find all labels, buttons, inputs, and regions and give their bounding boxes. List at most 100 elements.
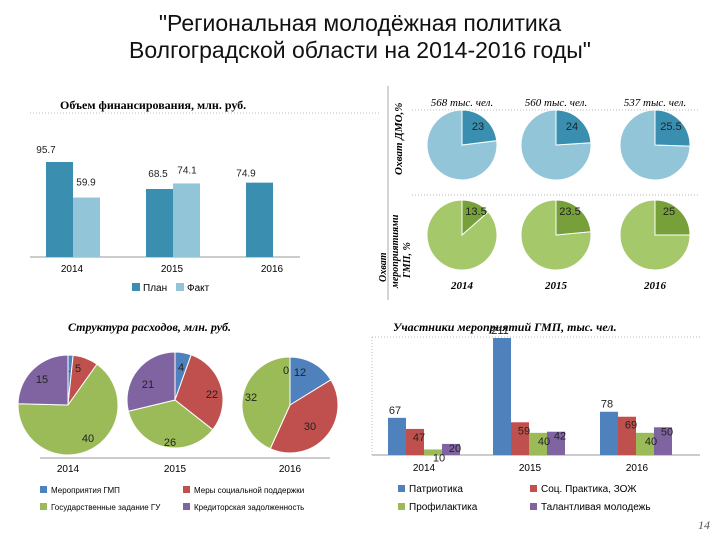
coverage-section: Охват ДМО,% Охват мероприятиями ГМП, % 5… [378, 97, 700, 292]
legend-label-talent: Талантливая молодежь [541, 502, 651, 513]
gmp-pies: 13.5 23.5 25 [426, 199, 691, 271]
gmp-pie-2015-label: 23.5 [559, 206, 580, 218]
participants-legend: Патриотика Соц. Практика, ЗОЖ Профилакти… [398, 484, 651, 513]
participant-value-1-2016: 69 [625, 420, 637, 432]
participant-value-1-2015: 59 [518, 425, 530, 437]
funding-value-План-2014: 95.7 [36, 145, 56, 156]
gmp-pie-2014-slice [461, 199, 489, 237]
funding-xtick-2014: 2014 [61, 264, 84, 275]
dmo-pie-2016-rest [619, 109, 691, 181]
participant-bar-2-2016 [636, 432, 654, 455]
expense-pie-2015-label-2: 26 [164, 437, 176, 449]
participant-bar-3-2014 [442, 443, 460, 455]
title-line-2: Волгоградской области на 2014-2016 годы" [129, 37, 591, 63]
expense-pie-2016-slice-2 [241, 356, 291, 450]
participants-xtick-2014: 2014 [413, 463, 436, 474]
title-line-1: "Региональная молодёжная политика [158, 10, 562, 36]
expenses-year-2015: 2015 [164, 464, 187, 475]
gmp-pie-2016-rest [619, 199, 691, 271]
gmp-pie-2014-rest [426, 199, 498, 271]
participant-value-1-2014: 47 [413, 432, 425, 444]
funding-xaxis: 2014 2015 2016 [61, 264, 284, 275]
expense-pies: 15401542226211230320 [17, 351, 339, 456]
funding-chart: Объем финансирования, млн. руб. 95.7 68.5… [30, 98, 380, 294]
dmo-pie-2016-label: 25.5 [660, 121, 681, 133]
legend-swatch-soc [530, 485, 537, 492]
funding-bars [46, 162, 273, 257]
legend-swatch-plan [132, 283, 140, 291]
gmp-axis-label-line2: мероприятиями [390, 214, 401, 289]
legend-swatch-patriot [398, 485, 405, 492]
participant-value-2-2014: 10 [433, 452, 445, 464]
funding-xtick-2015: 2015 [161, 264, 184, 275]
participant-bar-0-2016 [600, 411, 618, 455]
participants-xtick-2015: 2015 [519, 463, 542, 474]
funding-bar-План-2015 [146, 189, 173, 257]
expense-pie-2015-label-3: 21 [142, 379, 154, 391]
dmo-pies: 23 24 25.5 [426, 109, 691, 181]
funding-value-Факт-2015: 74.1 [177, 165, 197, 176]
gmp-year-2015: 2015 [544, 280, 568, 292]
gmp-axis-label-line3: ГМП, % [402, 242, 413, 279]
dmo-axis-label: Охват ДМО,% [393, 103, 405, 175]
legend-swatch-talent [530, 503, 537, 510]
expense-pie-2014-label-3: 15 [36, 374, 48, 386]
expense-pie-2015-slice-1 [174, 354, 224, 431]
expense-pie-2014-slice-3 [17, 354, 69, 406]
funding-bar-План-2016 [246, 182, 273, 257]
gmp-pie-2015-rest [520, 199, 592, 271]
funding-bar-План-2014 [46, 162, 73, 257]
expense-pie-2014-label-2: 40 [82, 433, 94, 445]
legend-label-patriot: Патриотика [409, 484, 463, 495]
gmp-axis-label-line1: Охват [378, 252, 389, 282]
funding-value-План-2015: 68.5 [148, 169, 168, 180]
participant-value-3-2016: 50 [661, 426, 673, 438]
legend-swatch-fact [176, 283, 184, 291]
funding-value-labels: 95.7 68.5 74.9 59.9 74.1 [36, 145, 256, 189]
participant-bar-1-2014 [406, 428, 424, 455]
funding-value-Факт-2014: 59.9 [76, 178, 96, 189]
expense-pie-2014-slice-2 [17, 363, 119, 456]
participant-bar-1-2016 [618, 416, 636, 455]
legend-label-fact: Факт [187, 283, 210, 294]
expense-pie-2015-slice-3 [126, 351, 176, 412]
legend-label-soc: Соц. Практика, ЗОЖ [541, 484, 637, 495]
funding-bar-Факт-2014 [73, 197, 100, 257]
dmo-pie-2016-slice [654, 109, 691, 147]
dmo-pie-2014-slice [461, 109, 498, 146]
funding-bar-Факт-2015 [173, 183, 200, 257]
participant-value-3-2015: 42 [554, 431, 566, 443]
expense-pie-2016-slice-0 [289, 356, 332, 406]
participants-xtick-2016: 2016 [626, 463, 649, 474]
gmp-pie-2016-slice [654, 199, 691, 236]
legend-swatch-social [183, 486, 190, 493]
participant-bar-3-2016 [654, 427, 672, 455]
participant-bars [388, 338, 672, 455]
expense-pie-2015-slice-2 [127, 399, 214, 449]
dmo-caption-2015: 560 тыс. чел. [525, 97, 587, 109]
expenses-title: Структура расходов, млн. руб. [68, 320, 231, 334]
expense-pie-2014-label-1: 5 [75, 363, 81, 375]
gmp-pie-2014-label: 13.5 [465, 206, 486, 218]
gmp-pie-2015-slice [555, 199, 592, 236]
participant-bar-0-2014 [388, 417, 406, 455]
funding-legend: План Факт [132, 283, 210, 294]
page-title: "Региональная молодёжная политика Волгог… [0, 10, 720, 64]
gmp-pie-2016-label: 25 [663, 206, 675, 218]
dmo-pie-2014-label: 23 [472, 121, 484, 133]
dmo-caption-2014: 568 тыс. чел. [431, 97, 493, 109]
expenses-year-2014: 2014 [57, 464, 80, 475]
dmo-caption-2016: 537 тыс. чел. [624, 97, 686, 109]
expenses-chart: Структура расходов, млн. руб. 1540154222… [17, 320, 339, 512]
expense-pie-2016-slice-1 [269, 379, 339, 454]
funding-title: Объем финансирования, млн. руб. [60, 98, 246, 112]
expense-pie-2016-label-2: 32 [245, 392, 257, 404]
expense-pie-2015-label-1: 22 [206, 389, 218, 401]
participant-value-0-2016: 78 [601, 399, 613, 411]
participants-title: Участники мероприятий ГМП, тыс. чел. [393, 320, 617, 334]
dmo-pie-2014-rest [426, 109, 498, 181]
legend-swatch-debt [183, 503, 190, 510]
expenses-legend: Мероприятия ГМП Меры социальной поддержк… [40, 486, 304, 512]
expense-pie-2015-label-0: 4 [178, 362, 184, 374]
